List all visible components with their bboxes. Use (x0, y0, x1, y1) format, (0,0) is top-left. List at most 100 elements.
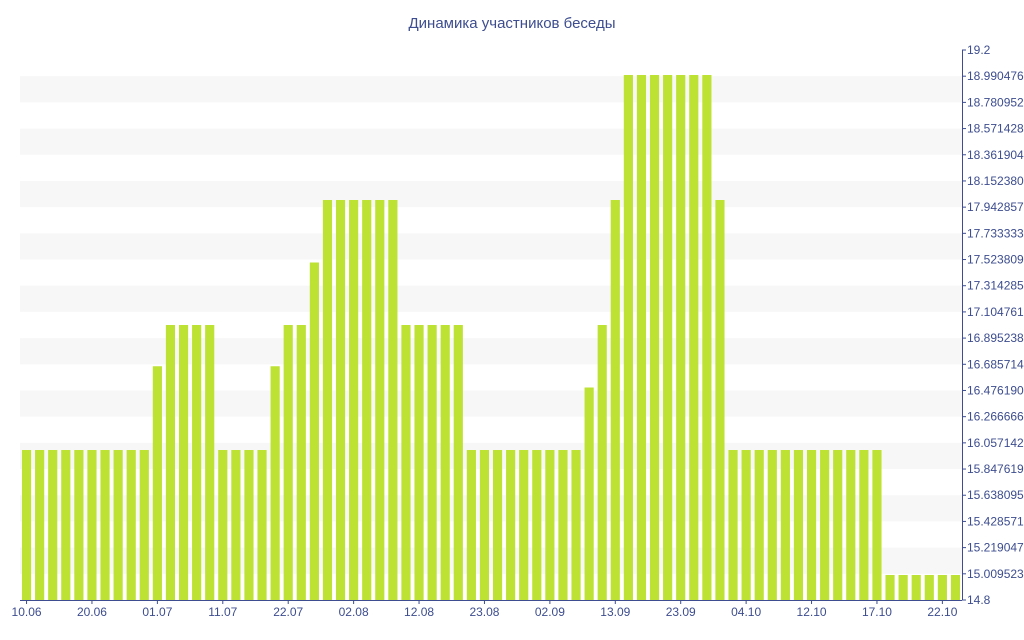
bar (885, 575, 895, 600)
bar (924, 575, 934, 600)
y-tick-label: 17.942857 (967, 200, 1024, 214)
y-tick-label: 14.8 (967, 593, 991, 607)
bar (388, 200, 398, 600)
y-tick-label: 19.2 (967, 43, 991, 57)
y-tick-labels: 19.2 18.990476 18.780952 18.571428 18.361904… (967, 43, 1024, 607)
y-tick-label: 16.895238 (967, 331, 1024, 345)
bar (126, 450, 136, 600)
bar (231, 450, 241, 600)
y-tick-label: 16.266666 (967, 410, 1024, 424)
bar (74, 450, 84, 600)
bar (728, 450, 738, 600)
y-tick-label: 15.428571 (967, 514, 1024, 528)
bar (741, 450, 751, 600)
bar (35, 450, 45, 600)
x-tick-label: 23.09 (666, 605, 696, 619)
bar (898, 575, 908, 600)
bar (244, 450, 254, 600)
bar (689, 75, 699, 600)
bar (270, 366, 280, 600)
y-tick-label: 18.990476 (967, 69, 1024, 83)
x-tick-label: 10.06 (12, 605, 42, 619)
bar (192, 325, 202, 600)
y-tick-label: 17.733333 (967, 226, 1024, 240)
bar (702, 75, 712, 600)
bar (440, 325, 450, 600)
bar (532, 450, 542, 600)
bar (362, 200, 372, 600)
y-tick-label: 18.152380 (967, 174, 1024, 188)
bar (61, 450, 71, 600)
y-tick-label: 18.571428 (967, 122, 1024, 136)
y-tick-label: 17.523809 (967, 253, 1024, 267)
bar (178, 325, 189, 600)
bar (296, 325, 306, 600)
bar (427, 325, 437, 600)
x-tick-label: 01.07 (142, 605, 172, 619)
bar (218, 450, 228, 600)
bar (820, 450, 830, 600)
x-tick-label: 02.08 (339, 605, 369, 619)
x-tick-label: 22.07 (273, 605, 303, 619)
bar (113, 450, 123, 600)
bar (87, 450, 97, 600)
bar (139, 450, 149, 600)
grid-band (20, 128, 962, 155)
bar (636, 75, 647, 600)
bar (335, 200, 346, 600)
bar (414, 325, 424, 600)
bar (676, 75, 686, 600)
grid-band (20, 547, 962, 574)
x-tick-label: 13.09 (600, 605, 630, 619)
bar (610, 200, 620, 600)
bar (466, 450, 476, 600)
x-tick-label: 11.07 (208, 605, 237, 619)
bar (283, 325, 293, 600)
grid-band (20, 495, 962, 522)
bar (100, 450, 110, 600)
bar (48, 450, 58, 600)
bar (571, 450, 581, 600)
axes-group (20, 49, 966, 604)
x-tick-label: 22.10 (927, 605, 957, 619)
y-tick-label: 16.685714 (967, 357, 1024, 371)
bar (584, 387, 594, 600)
y-tick-label: 15.009523 (967, 567, 1024, 581)
bar (165, 325, 176, 600)
bar (663, 75, 673, 600)
y-tick-label: 15.219047 (967, 541, 1024, 555)
grid-band (20, 180, 962, 208)
bar (309, 262, 319, 600)
x-tick-label: 20.06 (77, 605, 107, 619)
x-tick-labels: 10.06 20.06 01.07 11.07 22.07 02.08 12.08 23.08… (12, 605, 958, 619)
grid-band (20, 233, 962, 260)
bar (911, 575, 921, 600)
x-tick-label: 12.10 (797, 605, 827, 619)
bar (767, 450, 777, 600)
bar (257, 450, 267, 600)
bar (649, 75, 660, 600)
x-tick-label: 17.10 (862, 605, 892, 619)
bar (322, 200, 333, 600)
bar (519, 450, 529, 600)
y-tick-label: 17.314285 (967, 279, 1024, 293)
bar (950, 575, 961, 600)
x-tick-label: 12.08 (404, 605, 434, 619)
grid-band (20, 442, 962, 470)
bar (545, 450, 555, 600)
bar (937, 575, 947, 600)
y-tick-label: 16.057142 (967, 436, 1024, 450)
grid-band (20, 285, 962, 312)
bar (715, 200, 725, 600)
y-tick-label: 15.638095 (967, 488, 1024, 502)
bar (349, 200, 359, 600)
grid-band (20, 338, 962, 365)
bar (492, 450, 503, 600)
bar (205, 325, 215, 600)
bar (21, 450, 32, 600)
bar (558, 450, 568, 600)
y-tick-label: 15.847619 (967, 462, 1024, 476)
bar (623, 75, 633, 600)
bar (859, 450, 869, 600)
